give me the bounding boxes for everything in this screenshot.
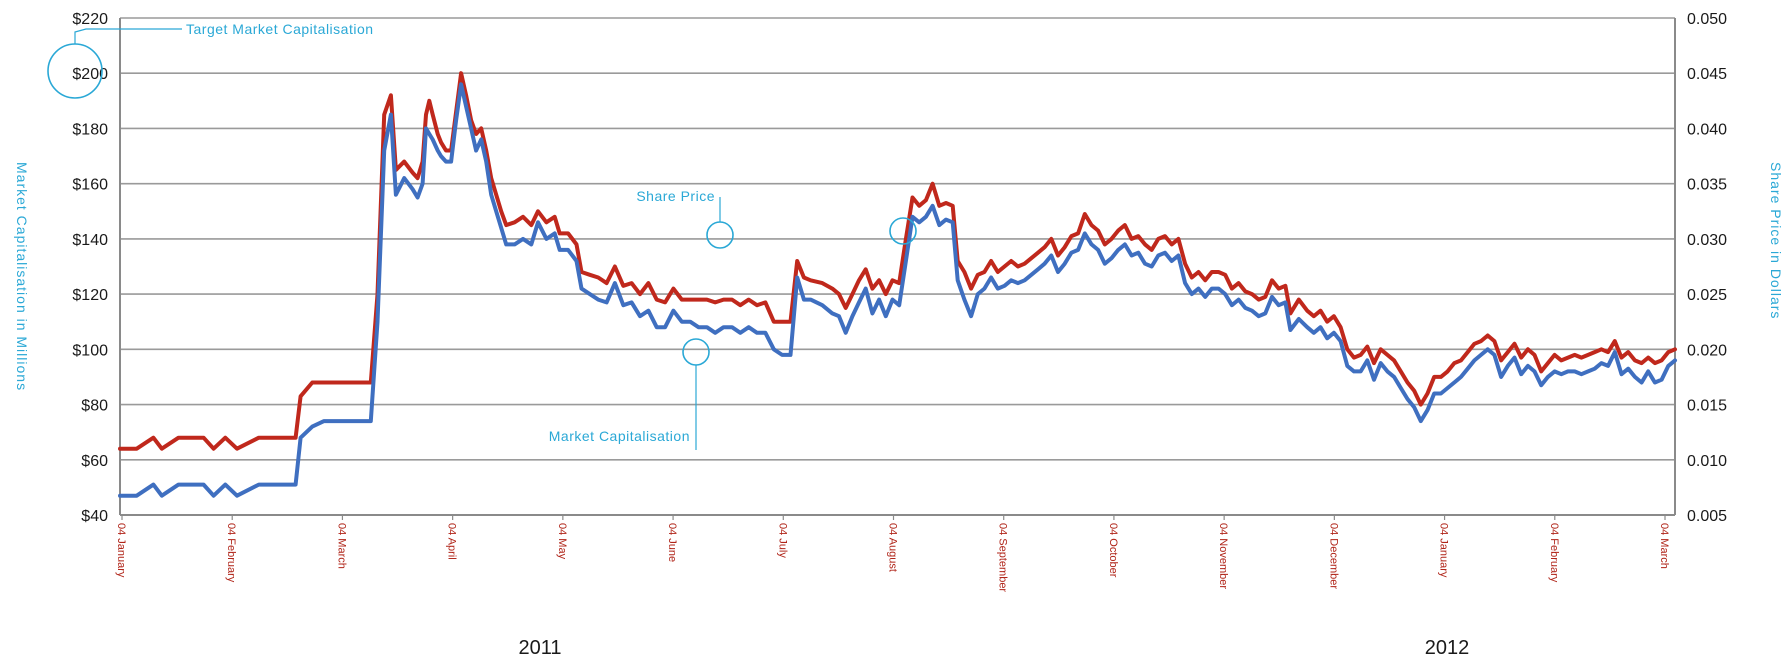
- left-tick-label: $80: [81, 398, 108, 415]
- right-tick-label: 0.030: [1687, 232, 1727, 249]
- left-tick-label: $100: [72, 342, 108, 359]
- left-axis-title: Market Capitalisation in Millions: [14, 162, 30, 391]
- annotation-target-market-cap: Target Market Capitalisation: [47, 21, 374, 99]
- x-tick-label: 04 August: [887, 523, 899, 572]
- left-tick-label: $160: [72, 177, 108, 194]
- market-cap-circle: [682, 338, 710, 366]
- left-axis-ticks: $40 $60 $80 $100 $120 $140 $160 $180 $200 $220: [72, 11, 108, 525]
- x-tick-label: 04 December: [1327, 523, 1339, 589]
- right-tick-label: 0.025: [1687, 287, 1727, 304]
- left-tick-label: $220: [72, 11, 108, 28]
- x-tick-label: 04 February: [1548, 523, 1560, 583]
- x-tick-label: 04 May: [556, 523, 568, 560]
- right-tick-label: 0.015: [1687, 398, 1727, 415]
- x-tick-label: 04 March: [335, 523, 347, 569]
- share-price-circle-1: [706, 221, 734, 249]
- x-axis-ticks: 04 January 04 February 04 March 04 April 04 …: [115, 515, 1670, 592]
- x-tick-label: 04 November: [1217, 523, 1229, 589]
- annotation-market-cap: Market Capitalisation: [549, 338, 710, 450]
- series-lines: [118, 71, 1677, 498]
- right-axis-title: Share Price in Dollars: [1768, 162, 1784, 319]
- annotation-share-price: Share Price: [636, 188, 917, 249]
- gridlines: [120, 17, 1675, 516]
- year-label-2012: 2012: [1425, 637, 1470, 659]
- left-tick-label: $40: [81, 508, 108, 525]
- left-tick-label: $180: [72, 121, 108, 138]
- x-tick-label: 04 February: [225, 523, 237, 583]
- x-tick-label: 04 April: [446, 523, 458, 560]
- right-tick-label: 0.005: [1687, 508, 1727, 525]
- right-axis-ticks: 0.005 0.010 0.015 0.020 0.025 0.030 0.035 0.040…: [1687, 11, 1727, 525]
- x-tick-label: 04 January: [1438, 523, 1450, 578]
- share-price-label: Share Price: [636, 188, 715, 204]
- year-label-2011: 2011: [518, 637, 561, 659]
- target-leader: [74, 28, 182, 44]
- share-price-circle-2: [889, 217, 917, 245]
- x-tick-label: 04 July: [776, 523, 788, 558]
- right-tick-label: 0.045: [1687, 66, 1727, 83]
- left-tick-label: $120: [72, 287, 108, 304]
- x-tick-label: 04 March: [1658, 523, 1670, 569]
- left-tick-label: $140: [72, 232, 108, 249]
- market-cap-line: [118, 82, 1677, 498]
- x-tick-label: 04 October: [1107, 523, 1119, 578]
- left-tick-label: $200: [72, 66, 108, 83]
- axis-frame: [119, 18, 1676, 516]
- right-tick-label: 0.010: [1687, 453, 1727, 470]
- share-price-line: [118, 71, 1677, 451]
- right-tick-label: 0.035: [1687, 177, 1727, 194]
- x-tick-label: 04 June: [666, 523, 678, 562]
- market-cap-label: Market Capitalisation: [549, 428, 690, 444]
- right-tick-label: 0.050: [1687, 11, 1727, 28]
- left-tick-label: $60: [81, 453, 108, 470]
- right-tick-label: 0.040: [1687, 121, 1727, 138]
- x-tick-label: 04 January: [115, 523, 127, 578]
- right-tick-label: 0.020: [1687, 342, 1727, 359]
- x-tick-label: 04 September: [997, 523, 1009, 592]
- target-label: Target Market Capitalisation: [186, 21, 374, 37]
